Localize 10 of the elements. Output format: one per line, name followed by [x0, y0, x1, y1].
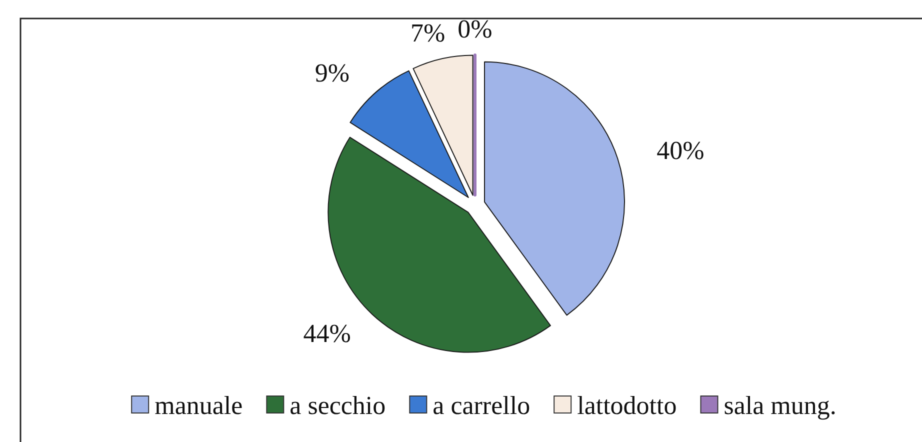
legend-label: lattodotto [577, 391, 677, 420]
legend-label: manuale [154, 391, 243, 420]
data-label: 40% [656, 136, 704, 166]
data-label: 9% [314, 58, 350, 88]
data-label: 44% [303, 318, 351, 348]
legend-label: a secchio [290, 391, 386, 420]
data-label: 7% [410, 18, 446, 48]
text: 0% [458, 14, 492, 44]
legend-label: sala mung. [724, 391, 836, 420]
legend-label: a carrello [432, 391, 530, 420]
